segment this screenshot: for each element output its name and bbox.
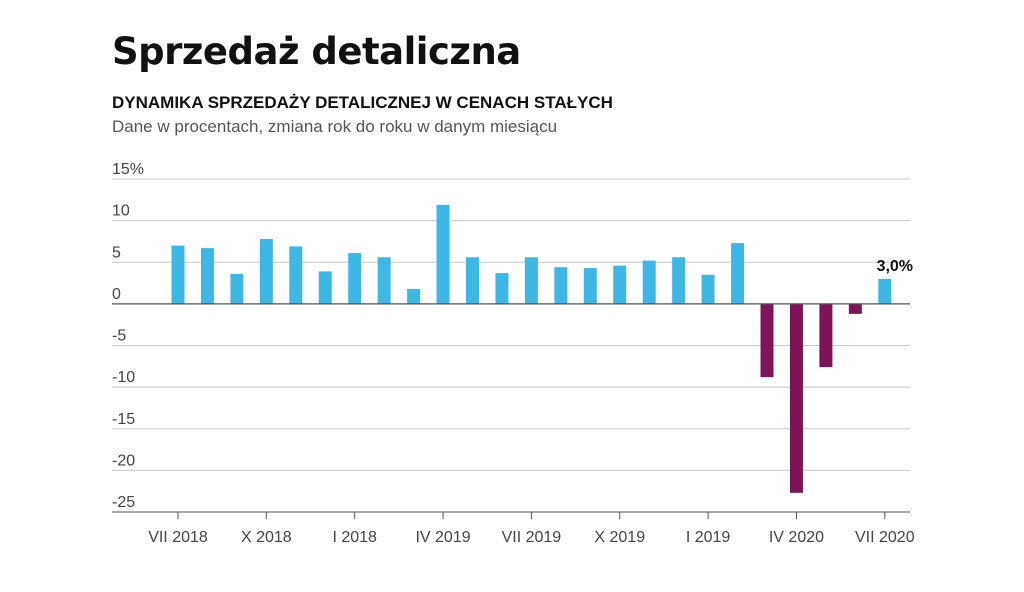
x-tick-label: X 2018 <box>241 529 292 546</box>
y-tick-label: 5 <box>112 244 121 261</box>
y-tick-label: -20 <box>112 452 135 469</box>
y-tick-label: 15% <box>112 161 144 178</box>
x-axis: VII 2018 X 2018 I 2018 IV 2019 VII 2019 X 201… <box>112 511 915 546</box>
annotations: 3,0% <box>877 258 913 275</box>
bar <box>613 265 627 304</box>
y-tick-label: -5 <box>112 328 126 345</box>
bar <box>848 303 862 314</box>
bar <box>259 238 273 304</box>
bar <box>819 303 833 368</box>
chart-description: Dane w procentach, zmiana rok do roku w … <box>112 117 558 136</box>
chart-title: Sprzedaż detaliczna <box>112 30 521 73</box>
bar <box>760 303 774 378</box>
x-tick-label: I 2019 <box>686 529 731 546</box>
data-label: 3,0% <box>877 258 913 275</box>
x-tick-label: X 2019 <box>594 529 645 546</box>
y-axis-labels: 15% 10 5 0 -5 -10 -15 -20 -25 <box>112 161 144 511</box>
y-tick-label: -15 <box>112 411 135 428</box>
y-tick-label: -10 <box>112 369 135 386</box>
bar <box>642 260 656 304</box>
bar <box>495 273 509 304</box>
bars <box>171 204 892 493</box>
chart-subtitle: DYNAMIKA SPRZEDAŻY DETALICZNEJ W CENACH … <box>112 93 613 112</box>
x-tick-label: IV 2020 <box>769 529 824 546</box>
bar <box>230 273 244 304</box>
bar <box>701 274 715 304</box>
bar <box>171 245 185 304</box>
y-tick-label: -25 <box>112 494 135 511</box>
bar <box>554 267 568 304</box>
bar <box>878 278 892 304</box>
y-tick-label: 10 <box>112 203 130 220</box>
bar <box>466 257 479 304</box>
bar <box>348 253 362 304</box>
bar <box>672 257 686 304</box>
x-tick-label: VII 2019 <box>502 529 562 546</box>
bar <box>289 246 303 304</box>
bar <box>731 243 745 304</box>
bar <box>524 257 538 304</box>
bar <box>407 288 421 304</box>
x-tick-label: VII 2020 <box>855 529 915 546</box>
bar <box>789 303 803 493</box>
x-tick-label: IV 2019 <box>415 529 470 546</box>
bar <box>583 268 597 304</box>
bar <box>200 248 214 304</box>
x-tick-label: VII 2018 <box>148 529 208 546</box>
bar <box>318 271 332 304</box>
x-tick-label: I 2018 <box>332 529 377 546</box>
y-tick-label: 0 <box>112 286 121 303</box>
bar <box>436 204 450 304</box>
bar <box>377 257 391 304</box>
